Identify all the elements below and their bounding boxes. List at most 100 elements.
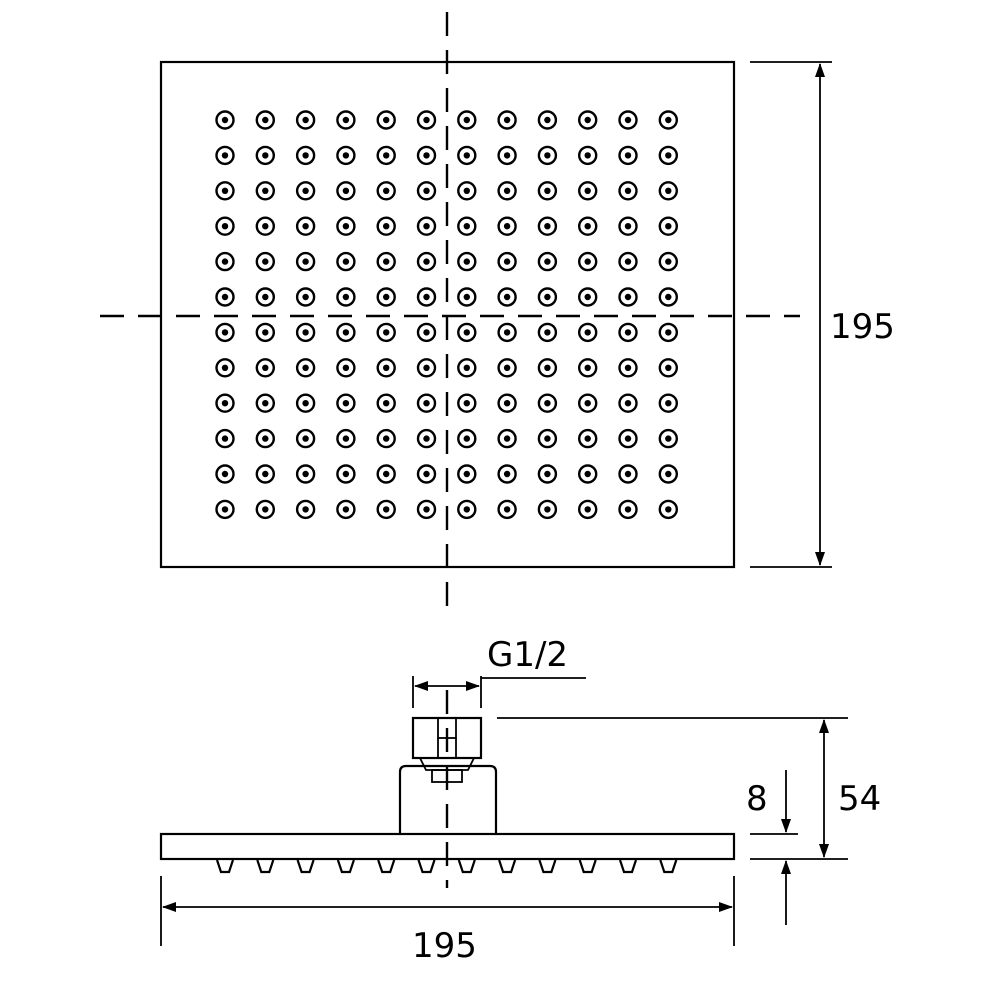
nozzle: [537, 287, 558, 307]
side-nozzle: [578, 859, 597, 874]
nozzle: [376, 358, 396, 378]
nozzle: [336, 287, 356, 307]
nozzle: [578, 499, 598, 520]
nozzle: [618, 499, 638, 520]
nozzle: [336, 110, 356, 130]
nozzle: [215, 287, 235, 307]
nozzle: [497, 464, 517, 484]
nozzle: [255, 181, 275, 201]
nozzle: [537, 499, 558, 520]
nozzle: [255, 499, 275, 520]
nozzle: [295, 464, 316, 484]
nozzle: [336, 145, 356, 166]
nozzle: [497, 251, 517, 272]
nozzle: [416, 322, 437, 343]
nozzle: [215, 322, 235, 343]
nozzle: [416, 428, 437, 449]
nozzle: [336, 428, 356, 449]
nozzle: [578, 393, 598, 413]
nozzle: [295, 110, 316, 130]
nozzle: [336, 181, 356, 201]
side-nozzle: [659, 859, 678, 874]
nozzle: [578, 145, 598, 166]
nozzle: [376, 499, 396, 520]
nozzle: [336, 216, 356, 236]
nozzle: [537, 322, 558, 343]
nozzle: [618, 428, 638, 449]
nozzle: [457, 110, 477, 130]
side-view: G1/2 54 8 195: [159, 635, 881, 966]
side-nozzle: [215, 859, 235, 874]
total-height-label: 54: [838, 779, 881, 819]
nozzle: [416, 216, 437, 236]
nozzle: [658, 216, 678, 236]
nozzle: [578, 358, 598, 378]
side-nozzle: [296, 859, 315, 874]
nozzle: [618, 358, 638, 378]
nozzle: [658, 393, 678, 413]
side-nozzle-row: [215, 859, 678, 874]
nozzle: [255, 428, 275, 449]
nozzle: [376, 216, 396, 236]
nozzle: [255, 464, 275, 484]
nozzle: [618, 322, 638, 343]
side-nozzle: [457, 859, 476, 874]
nozzle: [537, 216, 558, 236]
nozzle: [336, 393, 356, 413]
nozzle: [416, 110, 437, 130]
nozzle: [255, 358, 275, 378]
nozzle: [537, 428, 558, 449]
nozzle: [416, 287, 437, 307]
nozzle: [497, 287, 517, 307]
nozzle: [457, 322, 477, 343]
nozzle: [215, 216, 235, 236]
side-nozzle: [256, 859, 275, 874]
nozzle: [658, 322, 678, 343]
nozzle: [537, 145, 558, 166]
nozzle: [376, 287, 396, 307]
nozzle: [376, 145, 396, 166]
nozzle: [295, 499, 316, 520]
nozzle: [416, 251, 437, 272]
nozzle: [658, 499, 678, 520]
nozzle: [578, 322, 598, 343]
nozzle: [215, 110, 235, 130]
nozzle: [578, 251, 598, 272]
top-view: 195: [100, 12, 895, 618]
nozzle: [658, 428, 678, 449]
nozzle: [255, 216, 275, 236]
nozzle: [295, 428, 316, 449]
nozzle: [457, 287, 477, 307]
nozzle: [215, 393, 235, 413]
nozzle: [457, 393, 477, 413]
nozzle: [376, 464, 396, 484]
nozzle: [255, 287, 275, 307]
nozzle: [255, 393, 275, 413]
nozzle: [497, 110, 517, 130]
nozzle-grid: [215, 110, 678, 520]
side-nozzle: [417, 859, 436, 874]
nozzle: [416, 358, 437, 378]
width-dimension-label: 195: [412, 926, 477, 966]
nozzle: [336, 251, 356, 272]
nozzle: [457, 499, 477, 520]
nozzle: [255, 145, 275, 166]
nozzle: [215, 251, 235, 272]
nozzle: [497, 358, 517, 378]
nozzle: [537, 110, 558, 130]
nozzle: [578, 428, 598, 449]
nozzle: [618, 393, 638, 413]
nozzle: [336, 499, 356, 520]
nozzle: [215, 499, 235, 520]
nozzle: [578, 216, 598, 236]
thread-size-label: G1/2: [487, 635, 568, 675]
nozzle: [537, 393, 558, 413]
nozzle: [416, 181, 437, 201]
nozzle: [295, 145, 316, 166]
nozzle: [416, 499, 437, 520]
nozzle: [295, 287, 316, 307]
side-nozzle: [498, 859, 517, 874]
nozzle: [618, 181, 638, 201]
nozzle: [537, 251, 558, 272]
